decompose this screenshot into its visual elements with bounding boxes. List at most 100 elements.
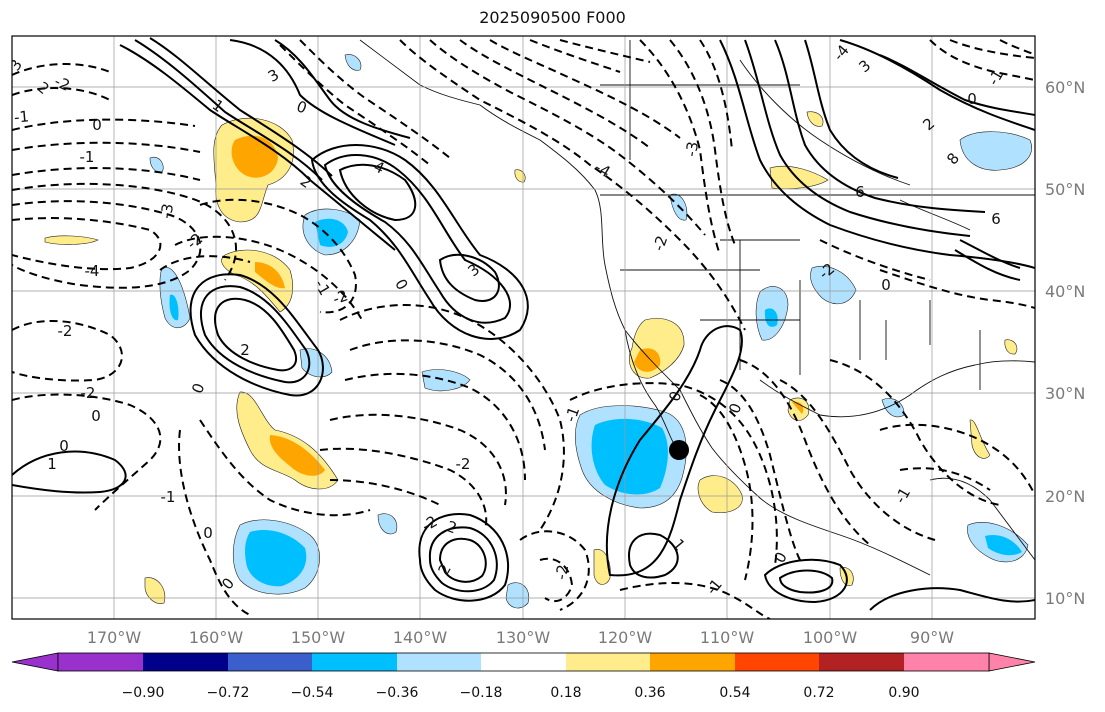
contour-label: -2 [81,384,96,402]
contour-label: 3 [464,260,483,280]
contour-line [319,447,488,531]
contour-line [438,537,487,583]
colorbar-bin [566,653,650,671]
contour-line [699,394,754,581]
colorbar-tick-label: −0.36 [376,685,419,701]
contour-line [12,393,162,511]
colorbar-bin [481,653,566,671]
contour-line [12,320,123,382]
shade-positive-patch [269,435,325,476]
contour-line [869,587,1035,611]
shade-negative-patch [299,348,333,378]
center-marker [669,440,689,460]
contour-label: 2 [34,78,53,98]
contour-line [428,526,498,593]
contour-line [719,39,1035,269]
colorbar-tick-label: 0.18 [550,685,581,701]
lat-label: 40°N [1045,282,1085,301]
contour-label: 0 [391,276,411,293]
contour-label: 6 [855,183,865,201]
contour-label: 1 [669,535,689,554]
shade-negative-patch [245,529,307,587]
contour-label: 3 [855,56,874,76]
shade-negative-patch [377,513,398,535]
longitude-axis: 170°W 160°W 150°W 140°W 130°W 120°W 110°… [87,628,954,647]
contour-label: -4 [85,262,100,280]
contour-label-group: 3 3 2 2 -1 1 0 0 -1 -2 -4 -2 -3 -2 -2 0 … [6,41,1007,598]
contour-label: 0 [294,97,309,117]
contour-line [199,285,311,384]
contour-label: -3 [682,140,702,158]
contour-label: -2 [456,455,471,473]
contour-line [669,39,736,246]
contour-label: 0 [725,401,745,416]
contour-label: 0 [218,574,238,593]
contour-line [804,39,899,179]
lon-label: 90°W [910,628,954,647]
shade-positive-patch [255,262,285,289]
shade-negative-patch [881,398,905,418]
contour-line [949,39,1035,59]
shade-negative-patch [169,294,179,321]
contour-line [339,304,565,531]
contour-line [539,557,574,603]
contour-label: 0 [188,381,208,396]
contour-label: 4 [371,157,387,177]
lat-label: 10°N [1045,589,1085,608]
contour-line [149,37,333,177]
shaded-anomalies [44,54,1032,609]
contour-line [744,39,971,237]
shade-positive-patch [769,165,829,190]
contour-line [763,558,848,604]
contour-line [323,154,511,324]
lon-label: 150°W [291,628,346,647]
contour-label: 0 [881,276,891,294]
colorbar-tick-label: −0.90 [122,685,165,701]
colorbar-under-extension [11,652,59,672]
shade-positive-patch [1004,339,1018,355]
lon-label: 130°W [496,628,551,647]
lat-label: 50°N [1045,180,1085,199]
colorbar-bin [735,653,819,671]
shade-positive-patch [969,419,991,459]
contour-line [699,39,733,151]
contour-line [329,413,507,506]
contour-line [489,39,681,139]
contour-label: 3 [6,56,26,74]
contour-line [879,423,1035,496]
contour-line [778,569,834,594]
contour-line [605,325,743,577]
contour-label: -1 [891,485,914,507]
contour-line [779,379,936,541]
contour-line [774,39,986,213]
contour-label: 0 [665,389,685,404]
contour-line [739,359,871,546]
contour-line [999,39,1035,56]
contour-line [134,39,323,181]
contour-label: -1 [161,488,176,506]
coastlines [359,39,1035,576]
colorbar-over-extension [988,652,1036,672]
colorbar-tick-label: −0.54 [291,685,334,701]
contour-line [12,118,196,131]
map-title: 2025090500 F000 [479,8,626,27]
contour-line [418,513,510,602]
contour-label: 8 [943,149,963,168]
contour-line [349,339,546,451]
gridlines [12,36,1035,619]
contour-line [529,39,651,73]
shade-positive-patch [629,318,685,379]
colorbar-bin [819,653,904,671]
contour-line [639,39,721,256]
colorbar-tick-label: 0.90 [888,685,919,701]
contour-label: 1 [47,455,57,473]
contour-line [829,359,1001,506]
contour-label: -2 [58,322,73,340]
contour-line [399,39,746,331]
contour-label: -4 [592,158,614,181]
contour-line [459,39,651,149]
colorbar-tick-label: 0.72 [803,685,834,701]
latitude-axis: 60°N 50°N 40°N 30°N 20°N 10°N [1045,78,1085,608]
contour-label: -1 [311,277,334,299]
